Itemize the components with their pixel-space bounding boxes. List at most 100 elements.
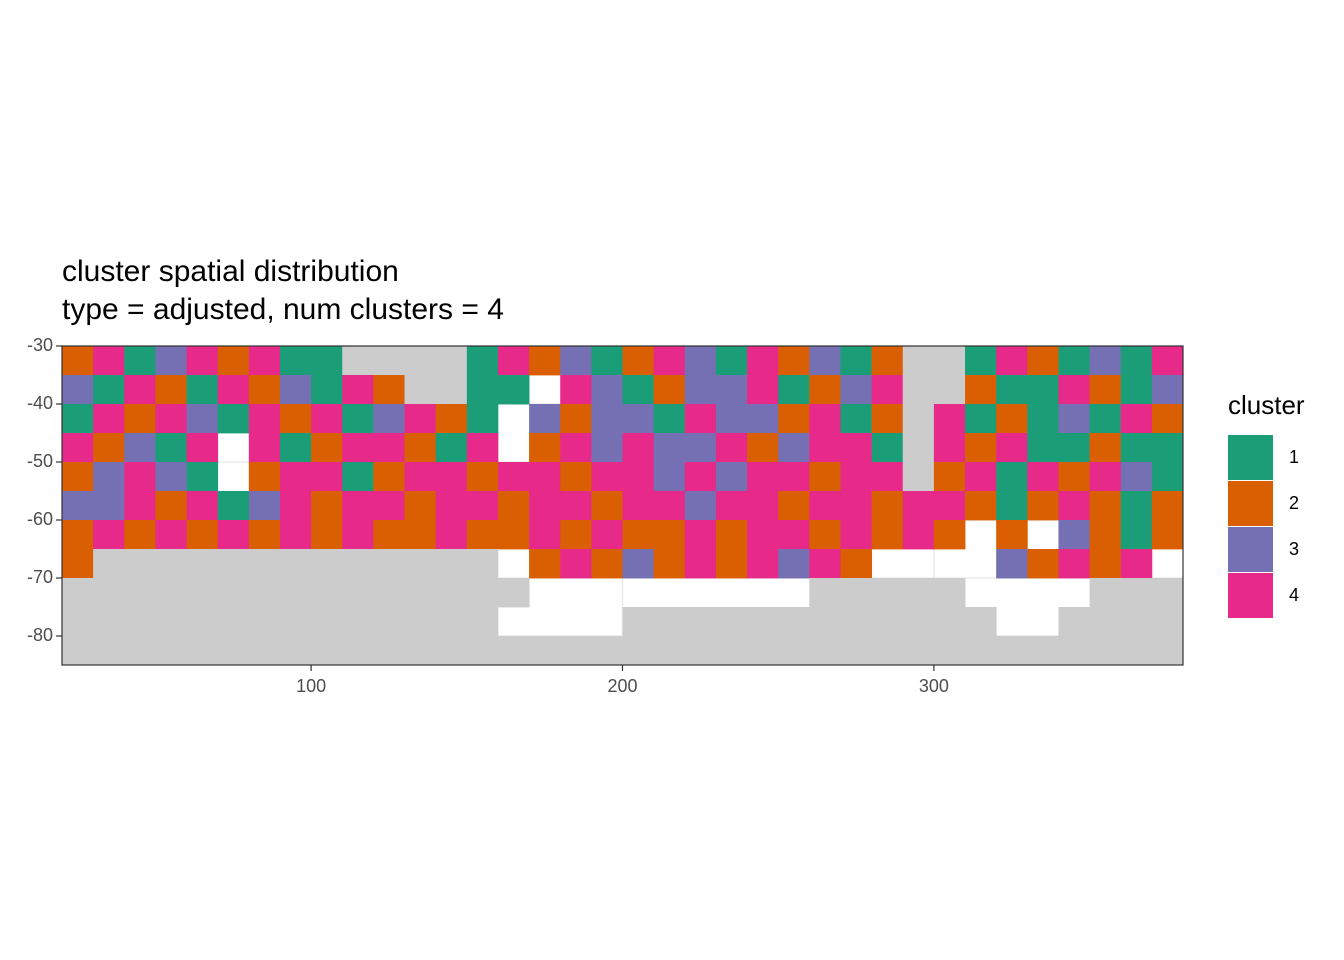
land-cell	[155, 549, 187, 579]
cluster-cell	[684, 549, 717, 579]
cluster-cell	[529, 462, 561, 492]
land-cell	[840, 636, 873, 666]
land-cell	[871, 607, 904, 637]
land-cell	[404, 636, 437, 666]
cluster-cell	[342, 375, 374, 405]
cluster-cell	[279, 520, 312, 550]
cluster-cell	[653, 491, 686, 521]
cluster-cell	[840, 549, 873, 579]
cluster-cell	[591, 346, 623, 376]
cluster-cell	[778, 375, 810, 405]
land-cell	[311, 549, 343, 579]
cluster-cell	[497, 375, 530, 405]
x-tick-label: 200	[607, 676, 637, 696]
land-cell	[155, 636, 187, 666]
cluster-cell	[996, 520, 1028, 550]
cluster-cell	[62, 433, 94, 463]
legend-label: 1	[1289, 447, 1299, 467]
y-tick-label: -30	[27, 335, 53, 355]
land-cell	[279, 636, 312, 666]
land-cell	[93, 549, 125, 579]
land-cell	[186, 549, 219, 579]
cluster-cell	[965, 491, 997, 521]
cluster-cell	[591, 520, 623, 550]
land-cell	[653, 607, 686, 637]
cluster-cell	[404, 462, 437, 492]
cluster-cell	[217, 520, 250, 550]
land-cell	[809, 578, 841, 608]
cluster-cell	[311, 375, 343, 405]
land-cell	[902, 346, 935, 376]
cluster-cell	[342, 491, 374, 521]
land-cell	[404, 346, 437, 376]
cluster-cell	[715, 375, 748, 405]
cluster-cell	[778, 491, 810, 521]
cluster-cell	[653, 549, 686, 579]
cluster-cell	[248, 491, 281, 521]
cluster-cell	[155, 375, 187, 405]
cluster-cell	[1089, 433, 1122, 463]
cluster-cell	[965, 346, 997, 376]
cluster-cell	[560, 346, 592, 376]
cluster-cell	[840, 520, 873, 550]
land-cell	[684, 607, 717, 637]
land-cell	[93, 607, 125, 637]
cluster-cell	[373, 520, 405, 550]
cluster-cell	[1120, 346, 1153, 376]
cluster-cell	[933, 404, 966, 434]
cluster-cell	[840, 346, 873, 376]
cluster-cell	[373, 491, 405, 521]
cluster-cell	[840, 462, 873, 492]
land-cell	[778, 636, 810, 666]
cluster-cell	[466, 404, 499, 434]
cluster-cell	[622, 346, 655, 376]
land-cell	[217, 578, 250, 608]
cluster-cell	[560, 491, 592, 521]
cluster-cell	[466, 346, 499, 376]
land-cell	[809, 636, 841, 666]
cluster-cell	[217, 346, 250, 376]
land-cell	[342, 636, 374, 666]
cluster-cell	[996, 462, 1028, 492]
land-cell	[1120, 636, 1153, 666]
land-cell	[933, 578, 966, 608]
cluster-cell	[62, 462, 94, 492]
cluster-cell	[809, 462, 841, 492]
cluster-cell	[1089, 520, 1122, 550]
land-cell	[124, 607, 156, 637]
cluster-cell	[965, 462, 997, 492]
cluster-cell	[342, 404, 374, 434]
cluster-cell	[1120, 520, 1153, 550]
cluster-cell	[466, 433, 499, 463]
land-cell	[933, 375, 966, 405]
cluster-cell	[684, 346, 717, 376]
cluster-cell	[279, 491, 312, 521]
cluster-cell	[653, 433, 686, 463]
land-cell	[186, 636, 219, 666]
y-tick-label: -50	[27, 451, 53, 471]
legend-label: 2	[1289, 493, 1299, 513]
cluster-cell	[342, 433, 374, 463]
legend-label: 4	[1289, 585, 1299, 605]
land-cell	[1027, 636, 1059, 666]
cluster-cell	[124, 462, 156, 492]
land-cell	[1058, 607, 1090, 637]
cluster-cell	[560, 520, 592, 550]
cluster-cell	[342, 462, 374, 492]
cluster-cell	[373, 433, 405, 463]
cluster-cell	[747, 433, 779, 463]
cluster-cell	[1058, 433, 1090, 463]
cluster-cell	[1151, 433, 1184, 463]
cluster-cell	[1027, 404, 1059, 434]
cluster-cell	[871, 404, 904, 434]
cluster-cell	[93, 404, 125, 434]
cluster-cell	[1151, 346, 1184, 376]
cluster-cell	[529, 346, 561, 376]
cluster-cell	[279, 462, 312, 492]
land-cell	[404, 375, 437, 405]
land-cell	[902, 404, 935, 434]
cluster-cell	[871, 520, 904, 550]
cluster-cell	[840, 491, 873, 521]
land-cell	[871, 636, 904, 666]
